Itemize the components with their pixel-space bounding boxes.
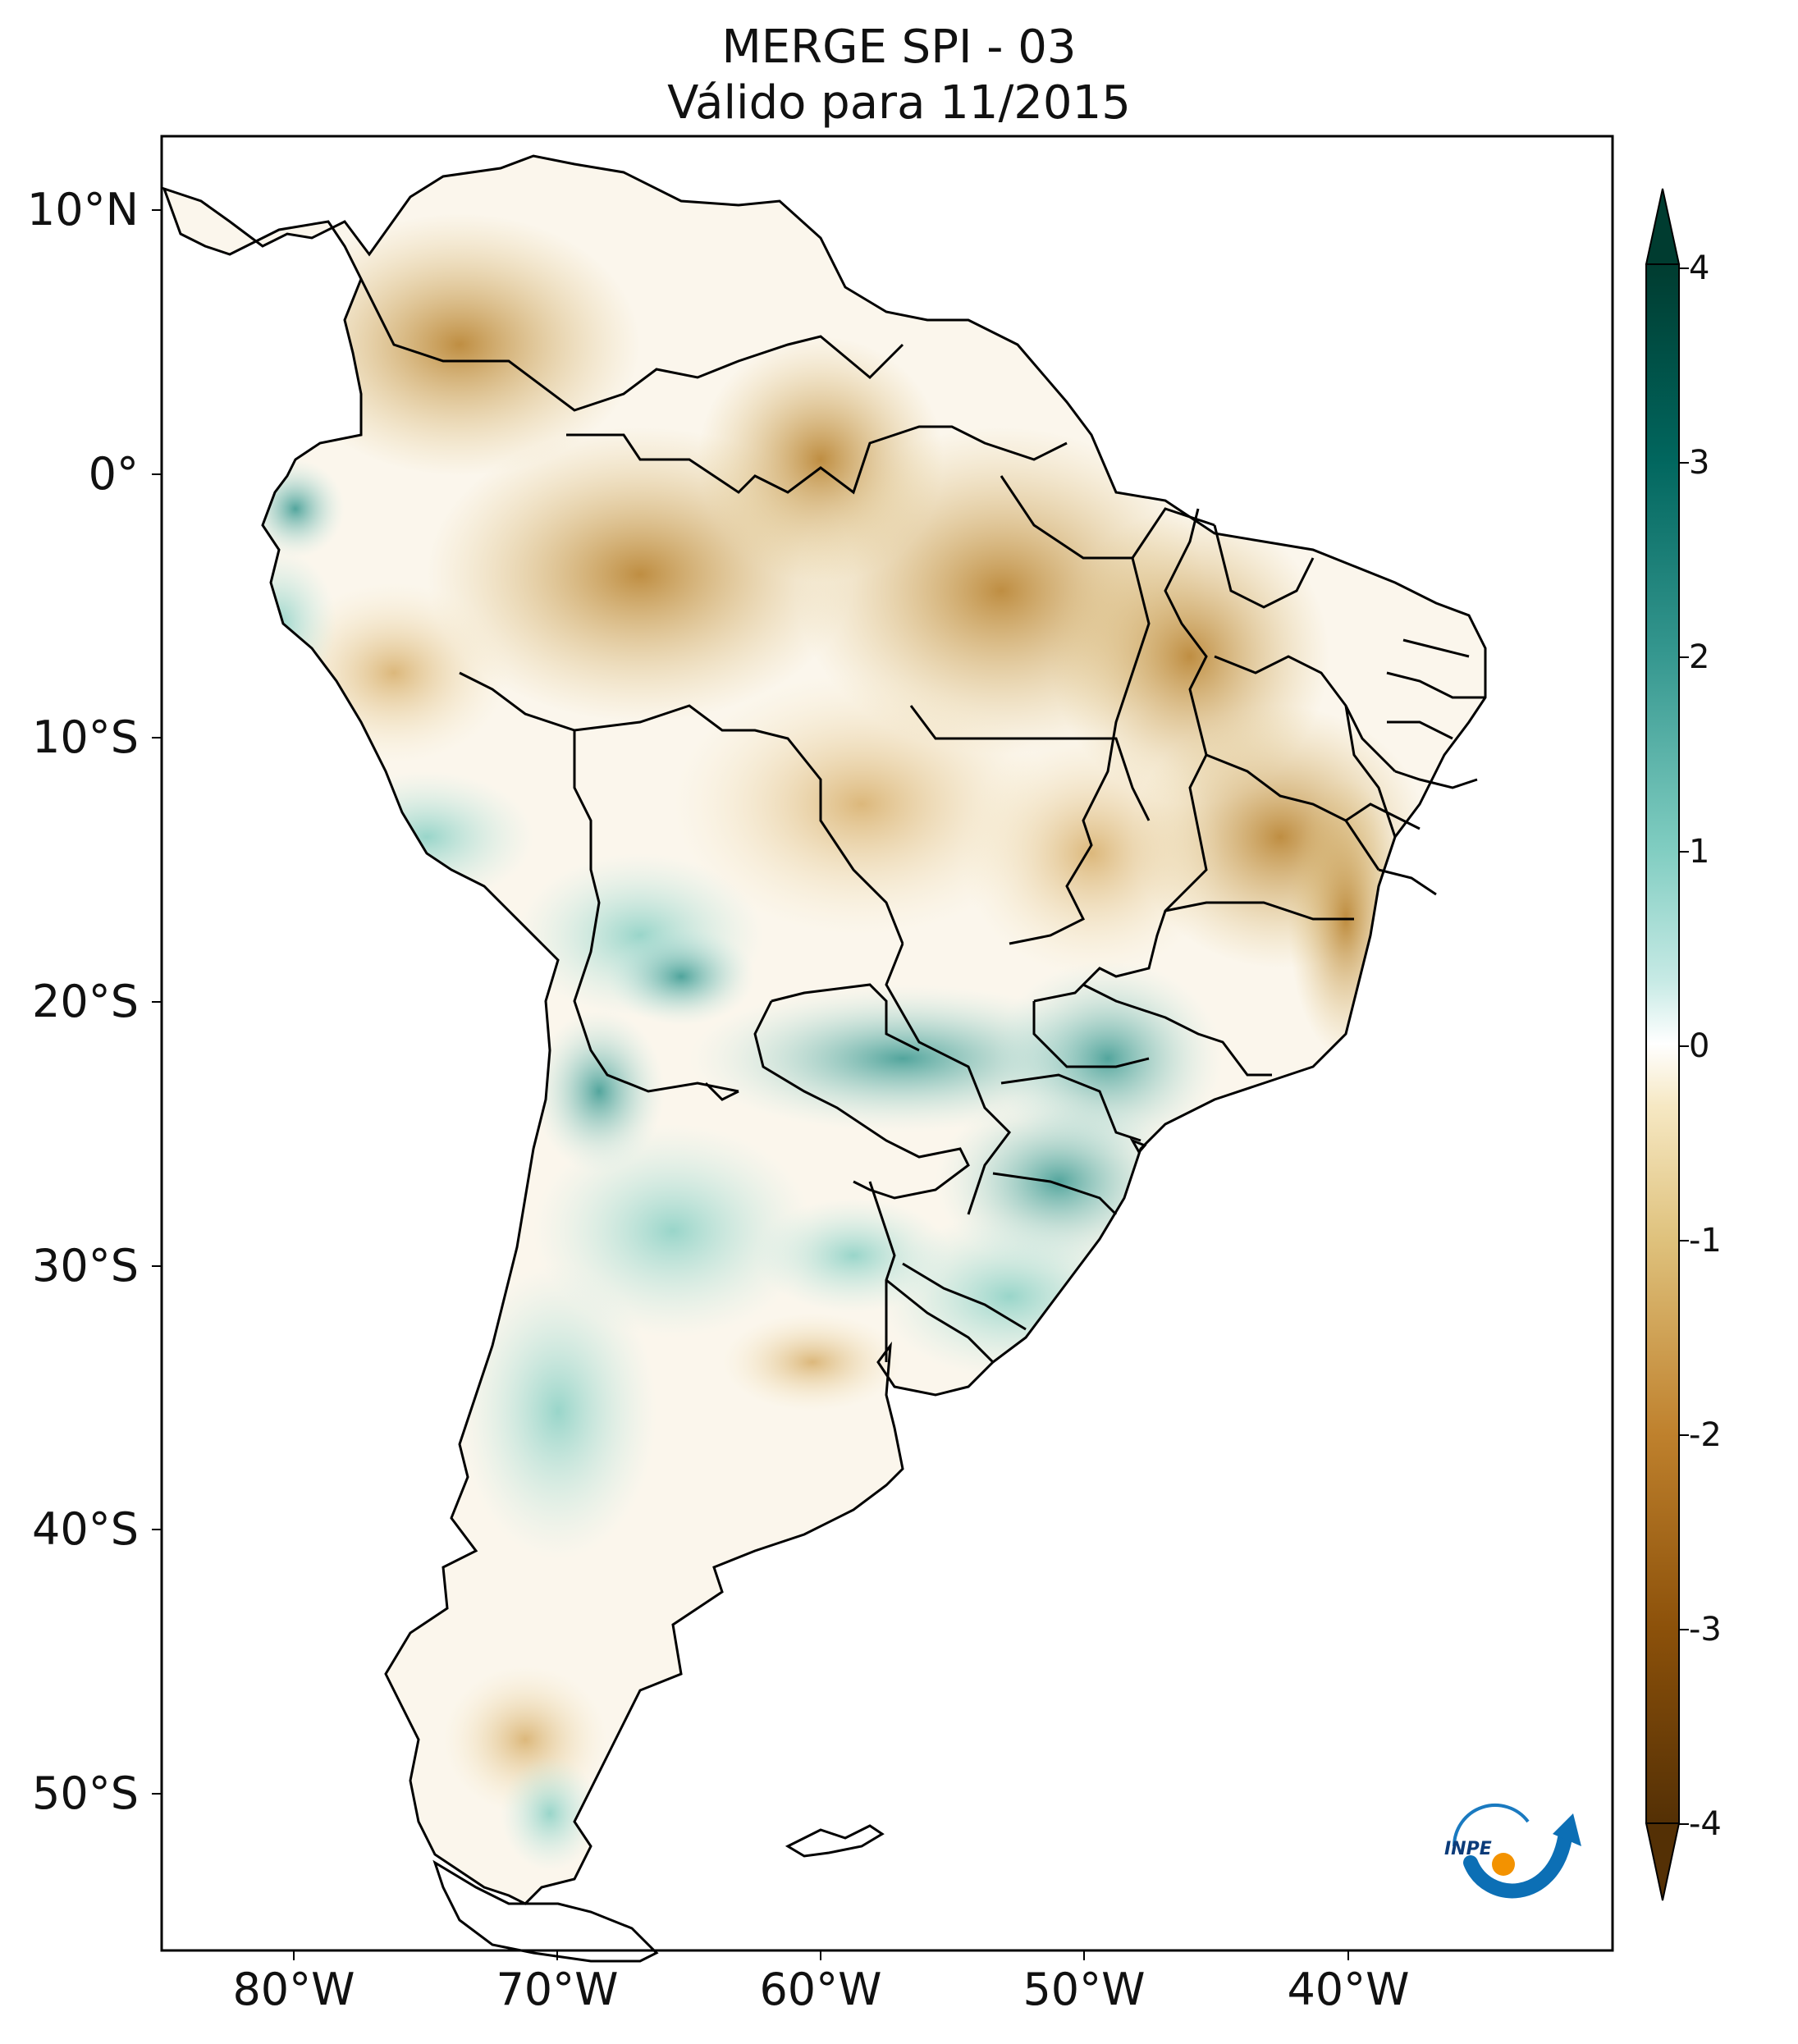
lon-label-40w: 40°W — [1287, 1964, 1410, 2015]
lat-label-0: 0° — [88, 448, 139, 500]
colorbar-extend-min — [1645, 1822, 1681, 1901]
colorbar — [1645, 188, 1689, 1901]
logo-arrow-icon — [1553, 1813, 1581, 1846]
logo-orbit-arc — [1453, 1804, 1530, 1847]
colorbar-extend-max — [1645, 188, 1681, 265]
lon-label-80w: 80°W — [232, 1964, 355, 2015]
lat-label-40s: 40°S — [32, 1503, 139, 1555]
colorbar-label-4: 4 — [1689, 249, 1710, 287]
lat-label-30s: 30°S — [32, 1240, 139, 1292]
islands — [432, 1138, 1147, 1963]
lon-label-70w: 70°W — [496, 1964, 619, 2015]
colorbar-body — [1645, 263, 1680, 1824]
logo-swoosh — [1463, 1831, 1572, 1899]
map-subtitle: Válido para 11/2015 — [667, 76, 1131, 130]
lat-label-10n: 10°N — [26, 184, 139, 235]
logo-sun-icon — [1492, 1853, 1515, 1876]
colorbar-label-neg4: -4 — [1689, 1805, 1722, 1843]
map-title: MERGE SPI - 03 — [721, 21, 1077, 74]
lat-label-10s: 10°S — [32, 711, 139, 763]
colorbar-label-neg1: -1 — [1689, 1222, 1722, 1260]
colorbar-label-neg3: -3 — [1689, 1611, 1722, 1648]
colorbar-label-0: 0 — [1689, 1027, 1710, 1065]
lon-label-60w: 60°W — [759, 1964, 882, 2015]
country-borders — [359, 278, 1485, 1364]
lon-label-50w: 50°W — [1023, 1964, 1146, 2015]
logo-text: INPE — [1444, 1839, 1492, 1859]
colorbar-label-neg2: -2 — [1689, 1416, 1722, 1454]
colorbar-label-3: 3 — [1689, 444, 1710, 482]
lat-label-20s: 20°S — [32, 976, 139, 1027]
colorbar-label-1: 1 — [1689, 833, 1710, 871]
lat-label-50s: 50°S — [32, 1767, 139, 1819]
inpe-logo: INPE — [1444, 1804, 1581, 1899]
colorbar-ticks — [1679, 268, 1689, 1825]
colorbar-label-2: 2 — [1689, 638, 1710, 676]
axis-ticks — [152, 209, 1349, 1960]
